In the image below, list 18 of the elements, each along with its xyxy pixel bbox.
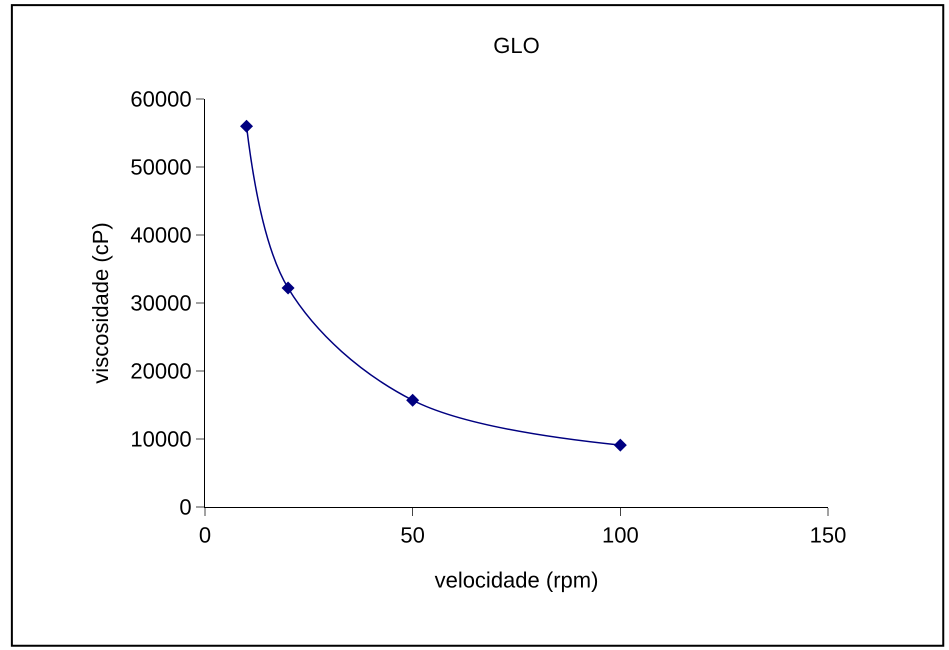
- x-tick-label: 50: [400, 522, 425, 548]
- x-axis-title: velocidade (rpm): [434, 567, 598, 592]
- x-tick-label: 0: [198, 522, 212, 548]
- y-tick-label: 50000: [130, 154, 192, 180]
- y-tick-label: 0: [179, 494, 192, 520]
- y-tick-label: 30000: [130, 290, 192, 316]
- y-tick-label: 20000: [130, 358, 192, 384]
- y-tick-label: 40000: [130, 222, 192, 248]
- x-tick-label: 100: [602, 522, 639, 548]
- point: [240, 120, 254, 133]
- x-tick-label: 150: [810, 522, 846, 548]
- y-tick-label: 10000: [130, 426, 192, 452]
- y-tick-label: 60000: [130, 86, 192, 112]
- point: [614, 438, 627, 452]
- chart-title: GLO: [493, 33, 540, 58]
- point: [406, 394, 420, 407]
- point: [282, 282, 295, 295]
- y-axis-title: viscosidade (cP): [88, 222, 114, 384]
